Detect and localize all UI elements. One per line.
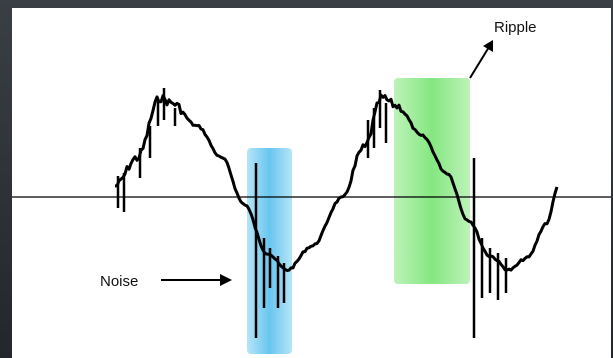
noise-label: Noise: [100, 273, 138, 290]
waveform-line: [115, 93, 559, 272]
ripple-arrow: [469, 40, 493, 79]
noise-arrow: [161, 274, 232, 286]
diagram-canvas: Noise Ripple: [12, 8, 611, 358]
ripple-label: Ripple: [494, 19, 537, 36]
ripple-highlight: [394, 78, 470, 284]
noise-spikes: [116, 88, 508, 338]
waveform-diagram: Noise Ripple: [12, 19, 611, 354]
